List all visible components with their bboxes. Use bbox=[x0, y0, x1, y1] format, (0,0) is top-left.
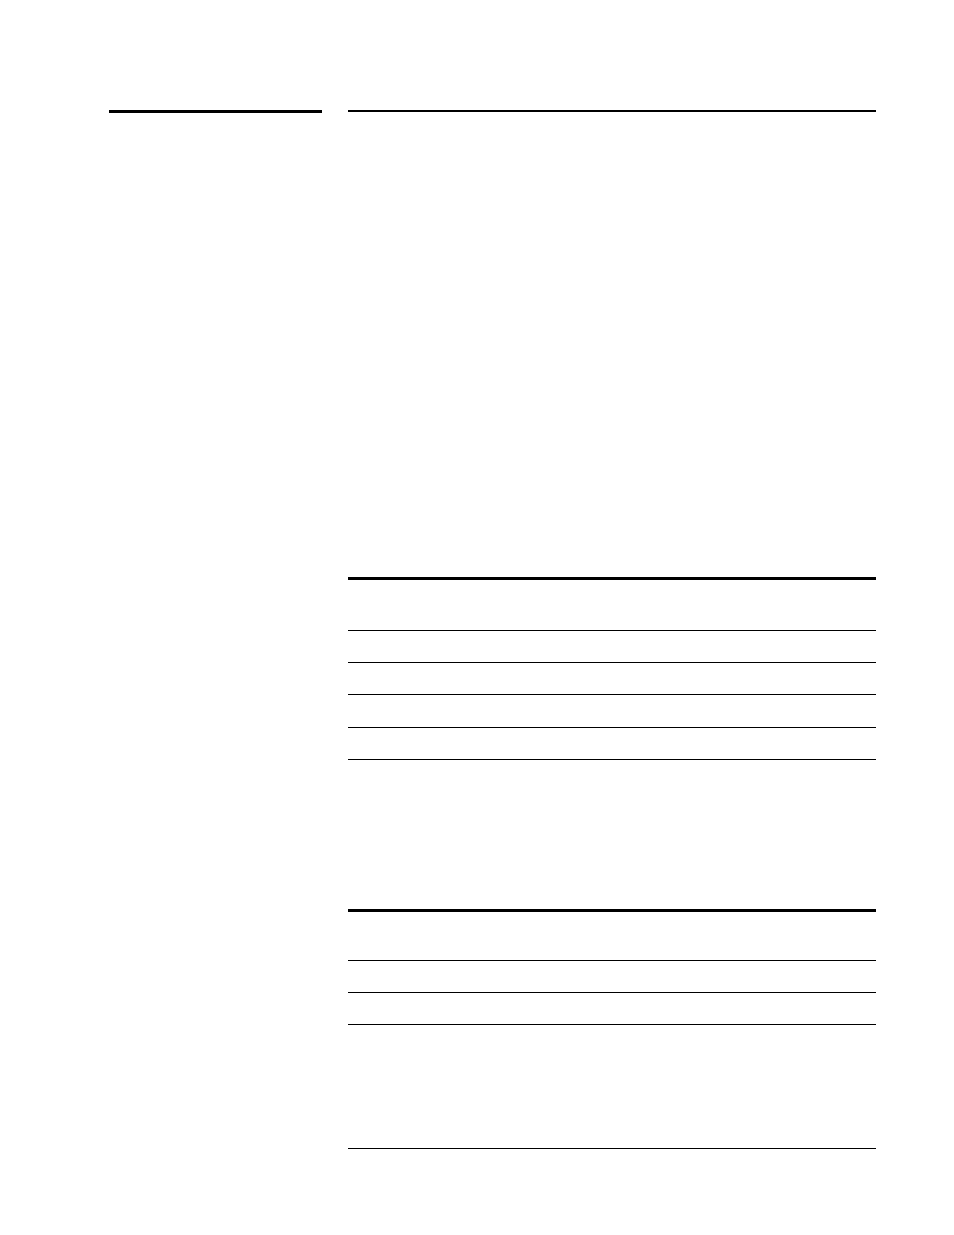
table1-r3 bbox=[348, 694, 876, 695]
header-rule-left bbox=[109, 110, 322, 113]
table2-r3 bbox=[348, 1024, 876, 1025]
header-rule-right bbox=[348, 110, 876, 112]
table2-r2 bbox=[348, 992, 876, 993]
table1-top bbox=[348, 577, 876, 580]
table1-r1 bbox=[348, 630, 876, 631]
table1-r2 bbox=[348, 662, 876, 663]
footer-rule bbox=[348, 1148, 876, 1149]
table1-r5 bbox=[348, 759, 876, 760]
table1-r4 bbox=[348, 727, 876, 728]
table2-top bbox=[348, 909, 876, 912]
table2-r1 bbox=[348, 960, 876, 961]
document-page bbox=[0, 0, 954, 1235]
